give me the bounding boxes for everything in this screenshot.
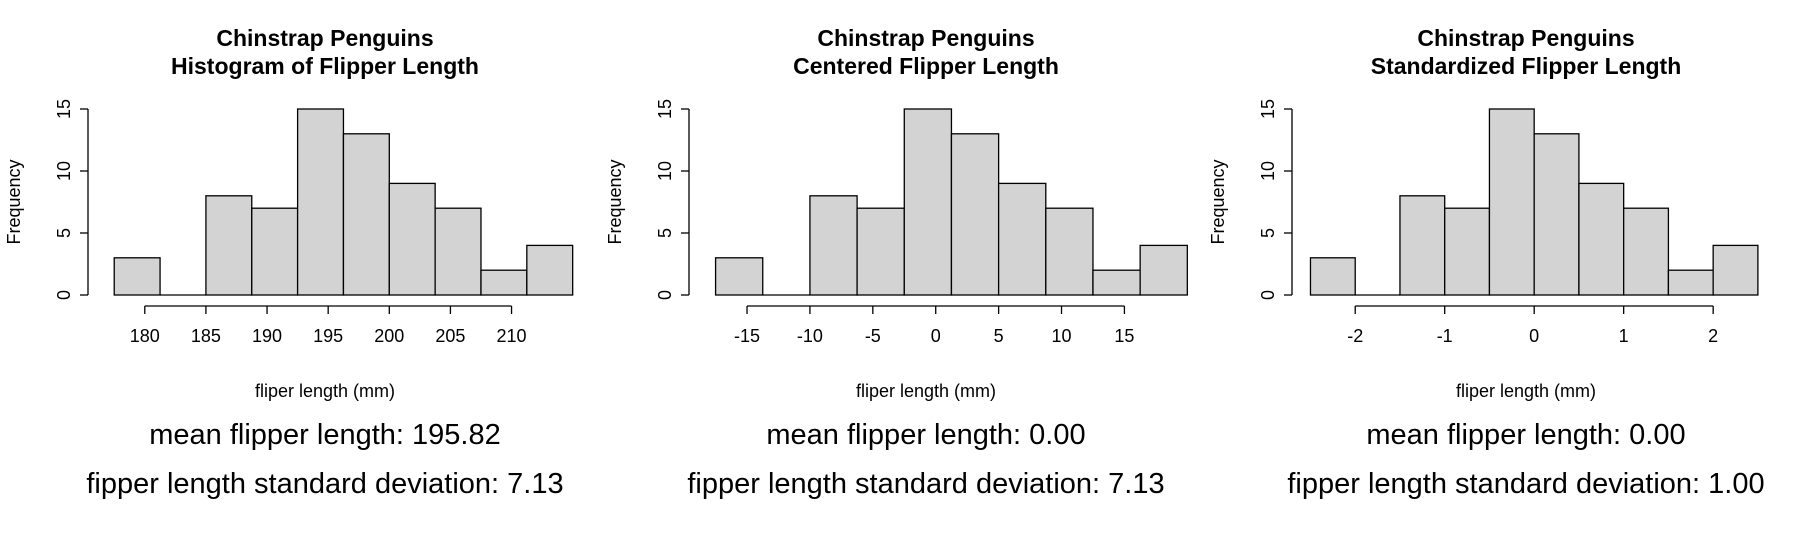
y-tick-label: 10 [655,161,675,181]
chart-title: Chinstrap Penguins [817,25,1034,51]
histogram-bar [1488,108,1535,296]
histogram-bar [1092,269,1141,296]
x-tick-label: 195 [313,326,343,346]
y-tick-label: 5 [655,228,675,238]
histogram-bar [1667,269,1714,296]
x-tick-label: 185 [191,326,221,346]
histogram-bar [903,108,953,296]
y-tick-label: 0 [655,290,675,300]
x-tick-label: 190 [252,326,282,346]
histogram-bar [809,195,858,296]
chart-title: Chinstrap Penguins [1417,25,1634,51]
chart-title: Chinstrap Penguins [216,25,433,51]
histogram-bar [1399,195,1446,296]
x-tick-label: 200 [374,326,404,346]
sd-statistic: fipper length standard deviation: 7.13 [86,468,563,500]
y-tick-label: 15 [54,99,74,119]
x-tick-label: -10 [797,326,823,346]
x-axis-label: fliper length (mm) [1456,381,1596,401]
chart-subtitle: Standardized Flipper Length [1371,53,1682,79]
x-tick-label: 10 [1052,326,1072,346]
x-tick-label: -15 [734,326,760,346]
y-tick-label: 5 [1258,228,1278,238]
histogram-bar [480,269,528,296]
histogram-bar [434,207,482,296]
chart-subtitle: Histogram of Flipper Length [171,53,479,79]
y-tick-label: 0 [1258,290,1278,300]
y-tick-label: 15 [1258,99,1278,119]
x-tick-label: -1 [1437,326,1453,346]
y-tick-label: 5 [54,228,74,238]
x-tick-label: 180 [130,326,160,346]
histogram-bar [1444,207,1491,296]
y-tick-label: 10 [54,161,74,181]
histogram-bar [1139,244,1188,296]
histogram-bar [205,195,253,296]
histogram-bar [388,182,436,296]
y-axis-label: Frequency [605,159,625,244]
x-tick-label: 2 [1708,326,1718,346]
x-axis-label: fliper length (mm) [856,381,996,401]
histogram-bar [1623,207,1670,296]
histogram-bar [1309,257,1356,296]
y-tick-label: 0 [54,290,74,300]
x-tick-label: 15 [1114,326,1134,346]
histogram-bar [1045,207,1094,296]
y-tick-label: 15 [655,99,675,119]
histogram-bar [1533,133,1580,296]
x-tick-label: 0 [1529,326,1539,346]
mean-statistic: mean flipper length: 0.00 [1366,419,1685,451]
histogram-bar [251,207,299,296]
chart-subtitle: Centered Flipper Length [793,53,1059,79]
histogram-bar [342,133,390,296]
x-tick-label: -5 [865,326,881,346]
mean-statistic: mean flipper length: 195.82 [149,419,500,451]
histogram-bar [296,108,345,296]
histogram-bar [997,182,1047,296]
x-tick-label: 210 [497,326,527,346]
histogram-bar [714,257,764,296]
mean-statistic: mean flipper length: 0.00 [766,419,1085,451]
sd-statistic: fipper length standard deviation: 1.00 [1287,468,1764,500]
x-tick-label: -2 [1347,326,1363,346]
y-tick-label: 10 [1258,161,1278,181]
histogram-bar [1712,244,1759,296]
sd-statistic: fipper length standard deviation: 7.13 [687,468,1164,500]
histogram-bar [856,207,905,296]
x-tick-label: 0 [931,326,941,346]
histogram-bar [526,244,574,296]
histogram-bar [1578,182,1625,296]
x-axis-label: fliper length (mm) [255,381,395,401]
y-axis-label: Frequency [4,159,24,244]
x-tick-label: 5 [994,326,1004,346]
x-tick-label: 205 [435,326,465,346]
y-axis-label: Frequency [1208,159,1228,244]
x-tick-label: 1 [1619,326,1629,346]
histogram-bar [113,257,161,296]
histogram-bar [950,133,1000,296]
